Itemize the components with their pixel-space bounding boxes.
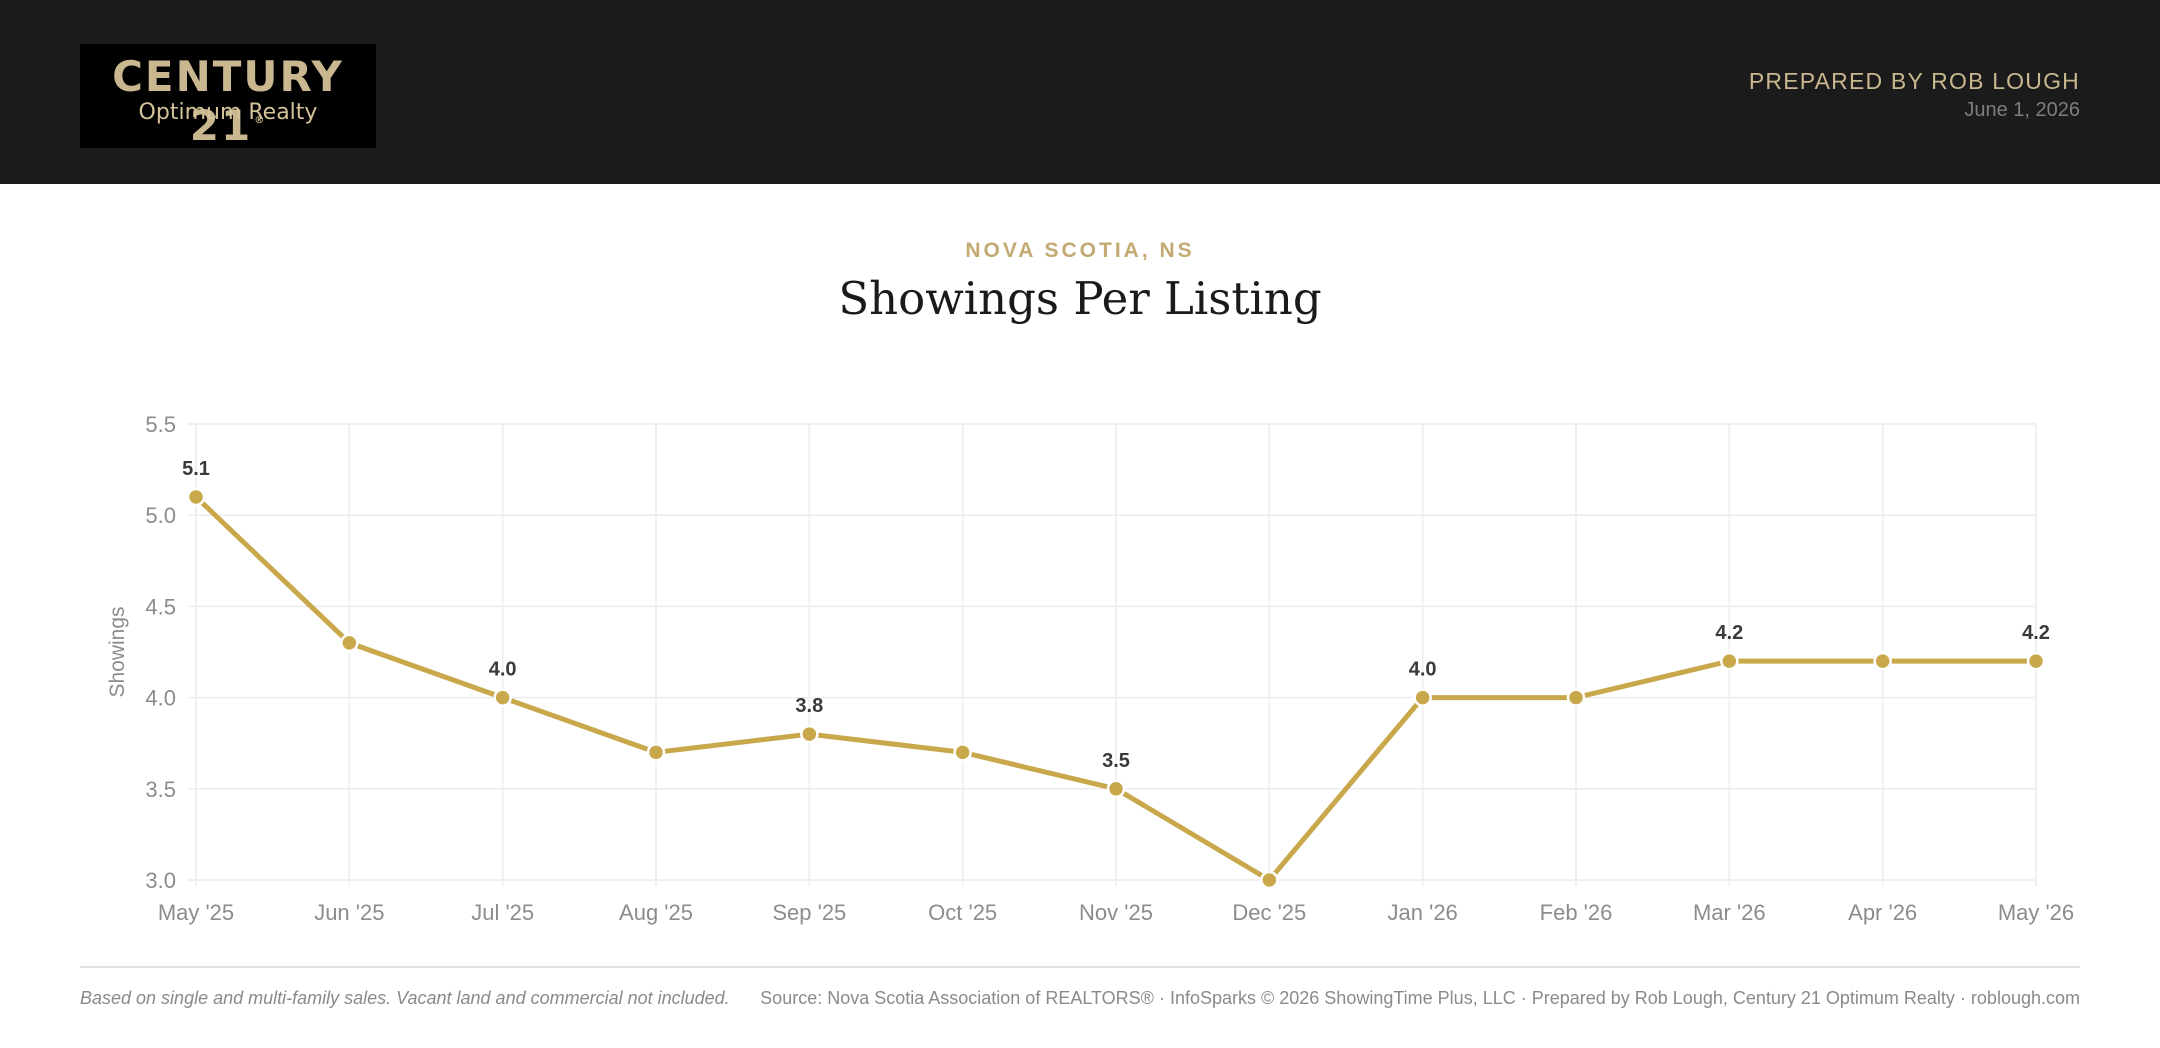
data-point — [2026, 651, 2046, 671]
x-tick-label: Jan '26 — [1388, 900, 1458, 925]
footer-note: Based on single and multi-family sales. … — [80, 988, 730, 1008]
x-tick-label: Sep '25 — [772, 900, 846, 925]
data-point — [1873, 651, 1892, 671]
x-tick-label: May '25 — [158, 900, 234, 925]
x-tick-label: Jun '25 — [314, 900, 384, 925]
footer-divider — [80, 966, 2080, 968]
data-label: 4.2 — [1715, 622, 1743, 644]
y-tick-label: 4.5 — [145, 594, 176, 619]
data-point — [186, 487, 206, 507]
y-tick-label: 5.5 — [145, 412, 176, 437]
data-point — [1106, 779, 1126, 799]
data-point — [340, 633, 359, 653]
x-tick-label: Aug '25 — [619, 900, 693, 925]
brand-logo[interactable]: CENTURY 21 ® Optimum Realty — [80, 44, 376, 150]
y-tick-label: 4.0 — [145, 686, 176, 711]
data-point — [1720, 651, 1739, 671]
data-label: 4.0 — [489, 659, 517, 681]
data-label: 3.8 — [795, 695, 823, 717]
data-label: 4.2 — [2022, 622, 2050, 644]
prepared-by: PREPARED BY ROB LOUGH — [1748, 68, 2080, 94]
x-tick-label: Feb '26 — [1540, 900, 1613, 925]
x-tick-label: Jul '25 — [471, 900, 534, 925]
y-tick-label: 3.0 — [145, 868, 176, 893]
data-label: 5.1 — [182, 458, 210, 480]
footer-source: Source: Nova Scotia Association of REALT… — [760, 988, 2080, 1008]
page-header: CENTURY 21 ® Optimum Realty PREPARED BY R… — [0, 0, 2160, 184]
y-tick-label: 5.0 — [145, 503, 176, 528]
data-point — [646, 743, 666, 762]
logo-brand-text: CENTURY 21 ® — [112, 52, 344, 150]
data-label: 3.5 — [1102, 750, 1130, 772]
data-point — [1260, 870, 1279, 890]
x-tick-label: Apr '26 — [1848, 900, 1917, 925]
data-point — [800, 724, 819, 744]
x-tick-label: Nov '25 — [1079, 900, 1153, 925]
x-tick-label: Mar '26 — [1693, 900, 1766, 925]
y-axis-label: Showings — [106, 606, 129, 697]
x-tick-label: Dec '25 — [1232, 900, 1306, 925]
x-tick-label: May '26 — [1998, 900, 2074, 925]
y-tick-label: 3.5 — [145, 777, 176, 802]
logo-subtitle: Optimum Realty — [138, 100, 318, 125]
chart-title: Showings Per Listing — [838, 272, 1322, 325]
x-tick-label: Oct '25 — [928, 900, 997, 925]
data-point — [953, 743, 972, 762]
data-point — [493, 688, 512, 707]
data-label: 4.0 — [1409, 659, 1437, 681]
chart-subtitle: NOVA SCOTIA, NS — [965, 239, 1195, 262]
data-point — [1566, 688, 1586, 707]
report-date: June 1, 2026 — [1964, 99, 2080, 121]
data-point — [1413, 688, 1432, 707]
